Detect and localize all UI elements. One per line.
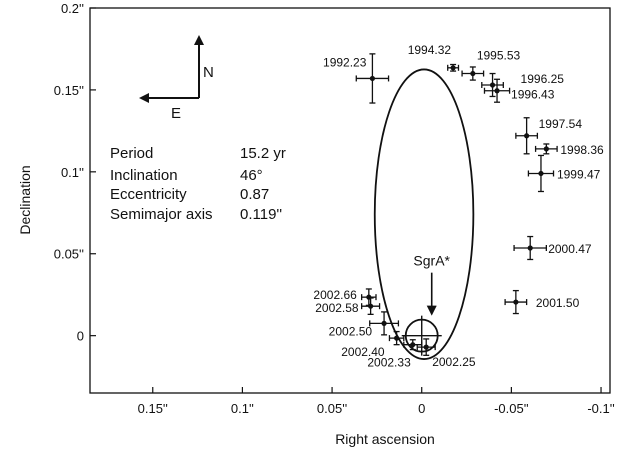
- x-tick-label: 0.05'': [317, 401, 347, 416]
- epoch-label: 1998.36: [560, 143, 604, 157]
- epoch-label: 2002.50: [329, 324, 373, 338]
- epoch-label: 2002.33: [367, 356, 411, 370]
- y-tick-label: 0.1'': [61, 165, 84, 180]
- epoch-label: 2002.66: [313, 288, 357, 302]
- param-period-value: 15.2 yr: [240, 145, 286, 162]
- x-axis-title: Right ascension: [335, 431, 435, 447]
- data-point: 1994.32: [408, 43, 460, 72]
- epoch-label: 1997.54: [539, 117, 583, 131]
- x-tick-label: 0.1'': [231, 401, 254, 416]
- data-point: 2002.58: [315, 297, 381, 315]
- y-tick-label: 0: [77, 329, 84, 344]
- data-point: 2002.50: [329, 311, 400, 338]
- y-tick-label: 0.05'': [54, 247, 84, 262]
- sgr-a-label: SgrA*: [413, 253, 450, 269]
- data-point: 2002.25: [416, 338, 476, 369]
- data-point: 2001.50: [504, 289, 580, 315]
- orbit-parameters: Period 15.2 yr Inclination 46° Eccentric…: [110, 145, 286, 223]
- compass: N E: [139, 35, 214, 122]
- data-point-marker: [381, 320, 387, 326]
- param-eccentricity-value: 0.87: [240, 186, 269, 203]
- data-point-marker: [538, 170, 544, 177]
- x-tick-label: -0.1'': [587, 401, 614, 416]
- y-tick-label: 0.2'': [61, 1, 84, 16]
- data-point: 1997.54: [515, 117, 583, 155]
- epoch-label: 1999.47: [557, 167, 601, 181]
- param-inclination-name: Inclination: [110, 167, 178, 184]
- data-point: 1996.43: [483, 78, 555, 103]
- param-inclination-value: 46°: [240, 167, 263, 184]
- data-point-marker: [494, 88, 500, 94]
- x-axis: 0.15'' 0.1'' 0.05'' 0 -0.05'' -0.1'': [138, 387, 615, 416]
- data-point-marker: [543, 146, 549, 152]
- epoch-label: 2002.58: [315, 301, 359, 315]
- param-semimajor-value: 0.119'': [240, 206, 282, 223]
- epoch-label: 2002.40: [341, 345, 385, 359]
- param-period-name: Period: [110, 145, 153, 162]
- data-point: 1992.23: [323, 53, 390, 104]
- data-point: 2002.40: [341, 330, 405, 359]
- epoch-label: 2002.25: [432, 355, 476, 369]
- param-semimajor-name: Semimajor axis: [110, 206, 213, 223]
- x-tick-label: 0.15'': [138, 401, 168, 416]
- data-point-marker: [410, 342, 416, 348]
- y-axis: 0.2'' 0.15'' 0.1'' 0.05'' 0: [54, 1, 96, 344]
- x-tick-label: -0.05'': [494, 401, 529, 416]
- data-point-marker: [513, 299, 519, 305]
- epoch-label: 1994.32: [408, 43, 452, 57]
- epoch-label: 2000.47: [548, 242, 592, 256]
- param-eccentricity-name: Eccentricity: [110, 186, 187, 203]
- data-point-marker: [394, 335, 400, 341]
- data-point-marker: [524, 133, 530, 139]
- compass-east-label: E: [171, 105, 181, 122]
- y-axis-title: Declination: [17, 165, 33, 234]
- data-point-marker: [470, 70, 476, 77]
- data-point-marker: [527, 245, 533, 251]
- data-point-marker: [369, 75, 376, 82]
- epoch-label: 2001.50: [536, 296, 580, 310]
- data-point: 1999.47: [527, 154, 601, 193]
- data-point: 2002.33: [367, 339, 423, 370]
- epoch-label: 1996.43: [511, 88, 555, 102]
- data-point-marker: [489, 82, 496, 88]
- epoch-label: 1996.25: [521, 72, 565, 86]
- data-point-marker: [450, 65, 456, 71]
- data-point: 1996.25: [481, 72, 565, 98]
- orbit-ellipse: [373, 68, 475, 360]
- data-point: 1998.36: [534, 143, 604, 157]
- data-point: 2000.47: [513, 235, 592, 261]
- data-point: 1995.53: [461, 49, 521, 81]
- epoch-label: 1992.23: [323, 55, 367, 69]
- data-point-marker: [368, 303, 374, 309]
- compass-north-label: N: [203, 64, 214, 81]
- data-point-marker: [423, 344, 429, 350]
- x-tick-label: 0: [418, 401, 425, 416]
- sgr-a-marker: SgrA*: [401, 253, 451, 356]
- epoch-label: 1995.53: [477, 49, 521, 63]
- y-tick-label: 0.15'': [54, 83, 84, 98]
- plot-frame: [89, 7, 611, 394]
